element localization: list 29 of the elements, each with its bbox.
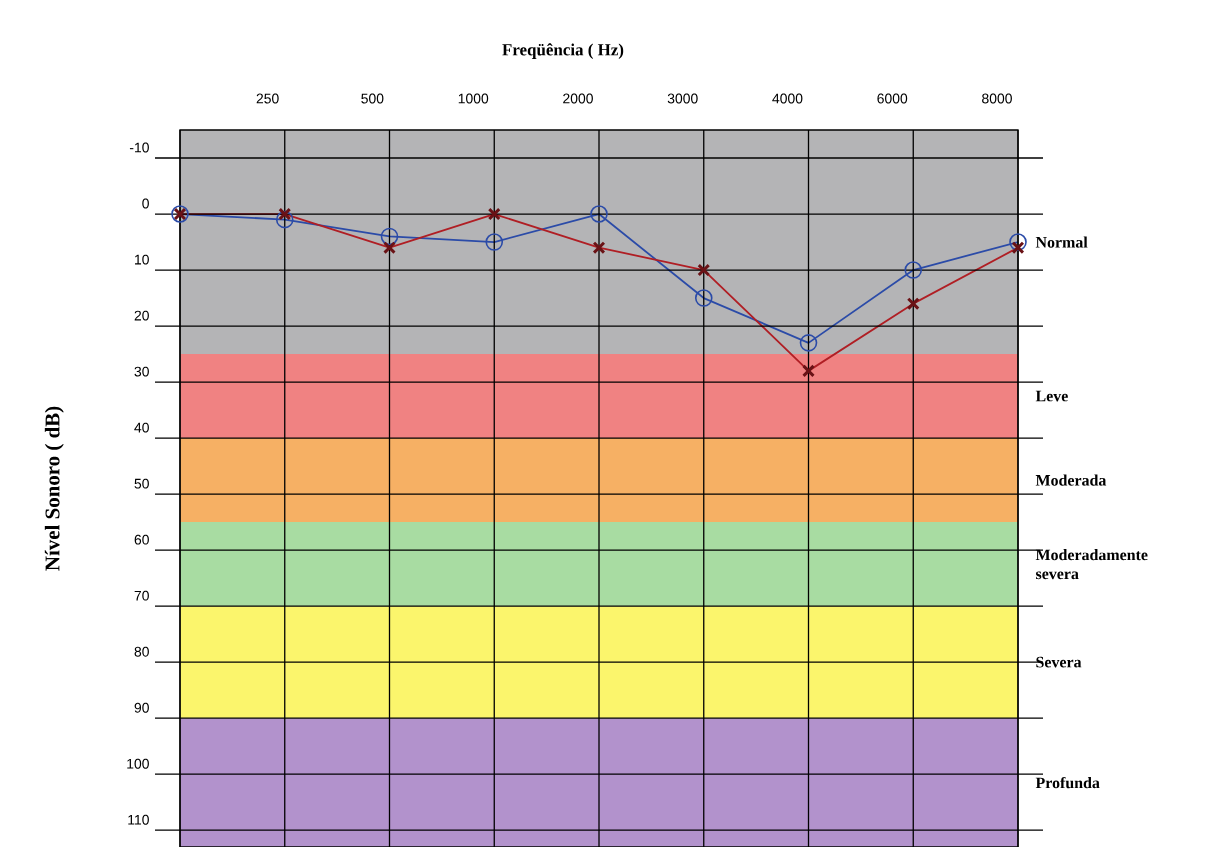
x-tick-label: 1000 [458,93,489,104]
y-tick-label: 30 [134,366,149,377]
x-tick-label: 3000 [667,93,698,104]
y-tick-label: 100 [127,758,149,769]
y-tick-label: 10 [135,254,149,265]
y-tick-label: 60 [134,534,149,545]
y-tick-label: 0 [142,198,149,209]
y-tick-label: 20 [134,310,149,321]
y-axis-title: Nível Sonoro ( dB) [44,406,64,571]
y-tick-label: 70 [134,590,149,601]
band-label: Severa [1036,656,1082,668]
y-tick-label: 40 [134,422,149,433]
band-label: Moderada [1035,474,1107,486]
band-label: Moderadamente severa [1035,549,1148,580]
y-tick-label: 50 [134,478,149,489]
x-tick-label: 4000 [772,93,803,104]
band-label: Leve [1035,390,1068,402]
band-label: Profunda [1035,776,1100,789]
x-tick-label: 6000 [877,93,908,104]
x-tick-label: 8000 [982,93,1012,104]
x-tick-label: 2000 [563,93,593,104]
band-label: Normal [1035,236,1088,248]
x-axis-title: Freqüência ( Hz) [502,43,624,59]
y-tick-label: 80 [134,646,149,657]
y-tick-label: 90 [134,702,149,713]
y-tick-label: 110 [128,814,149,825]
x-tick-label: 500 [361,93,384,104]
y-tick-label: -10 [129,142,149,153]
x-tick-label: 250 [256,93,279,104]
